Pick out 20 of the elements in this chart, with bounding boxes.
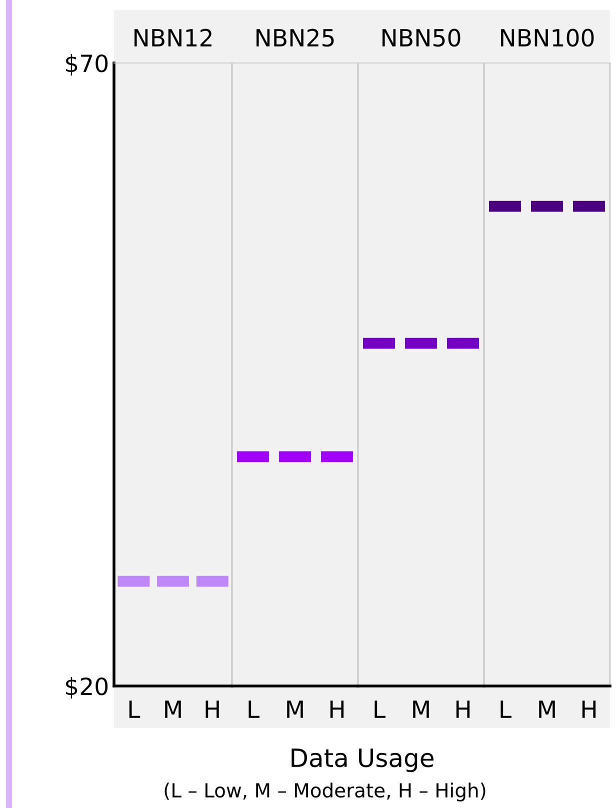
chart-title: NBN12 <box>134 28 212 46</box>
x-tick-label: L <box>374 700 386 718</box>
chart-title: NBN25 <box>256 28 334 47</box>
x-tick-label: L <box>129 700 140 718</box>
x-tick-label: H <box>456 700 470 718</box>
x-tick-label: M <box>165 700 181 718</box>
chart-title: NBN100 <box>501 28 594 47</box>
y-tick-label: $70 <box>66 54 108 76</box>
text: (L – Low, M – Moderate, H – High) <box>164 782 486 802</box>
x-tick-label: H <box>206 700 219 718</box>
x-tick-label: M <box>413 700 429 718</box>
x-axis-title: Data Usage <box>292 748 434 772</box>
x-tick-label: L <box>248 700 260 718</box>
y-tick-label: $20 <box>66 677 108 698</box>
chart-title: NBN50 <box>382 28 460 47</box>
x-tick-label: H <box>330 700 344 718</box>
x-tick-label: M <box>539 700 555 718</box>
x-tick-label: M <box>287 700 303 718</box>
x-tick-label: L <box>500 700 512 718</box>
x-tick-label: H <box>582 700 596 718</box>
